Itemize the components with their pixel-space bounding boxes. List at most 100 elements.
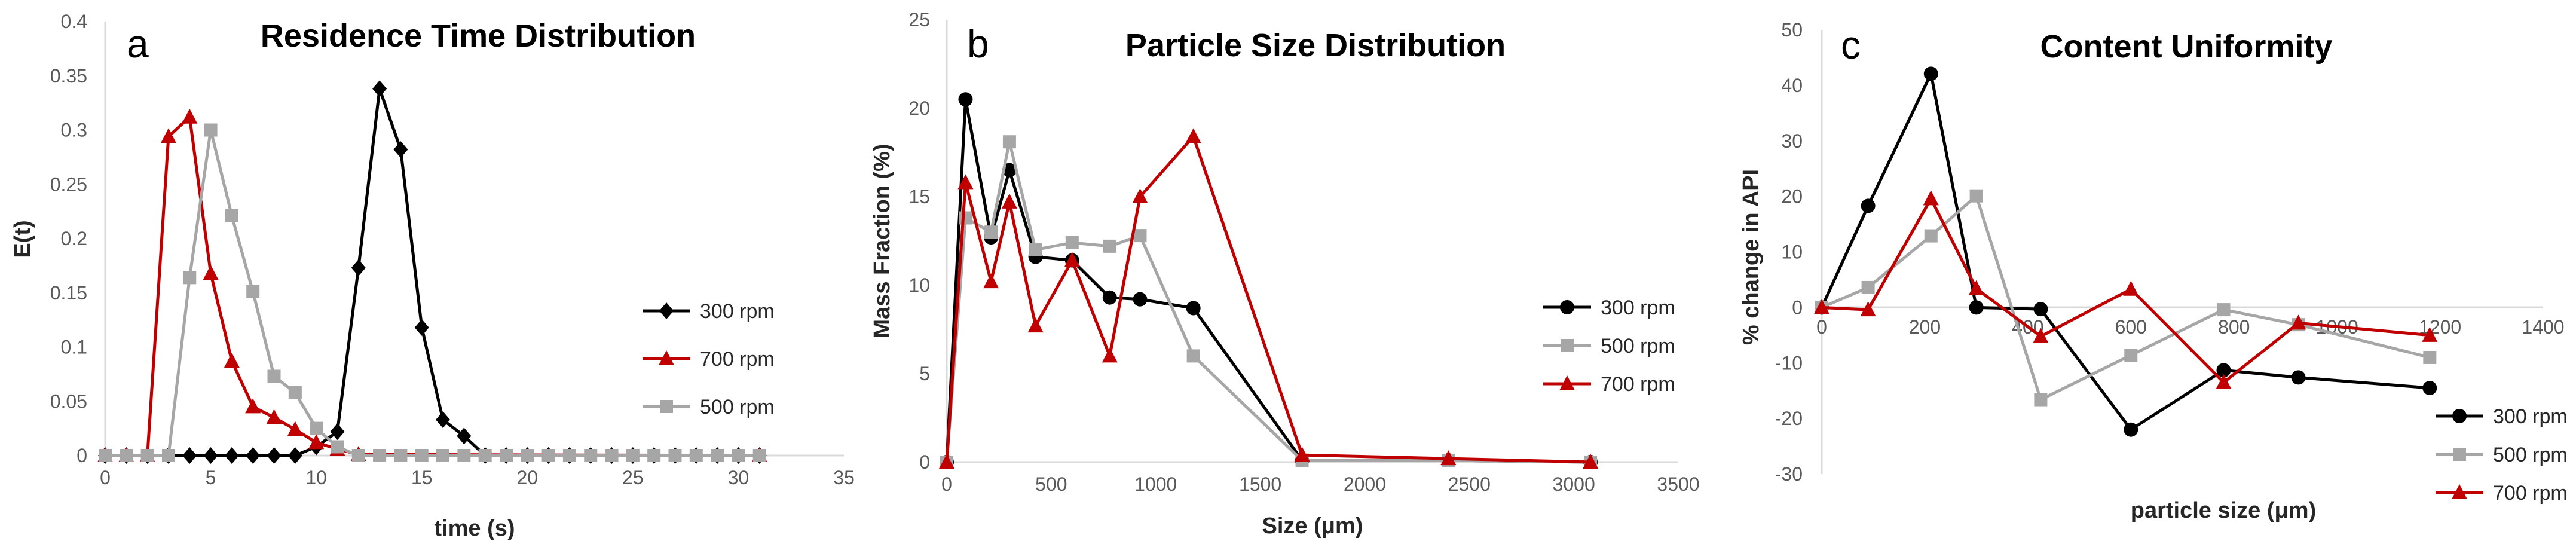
x-axis-label: particle size (μm) bbox=[2131, 498, 2316, 523]
data-point bbox=[957, 174, 974, 190]
data-point bbox=[330, 423, 345, 441]
data-point bbox=[1065, 236, 1079, 249]
legend-marker bbox=[1561, 339, 1574, 352]
data-point bbox=[499, 449, 513, 462]
data-point bbox=[1186, 349, 1200, 363]
data-point bbox=[457, 427, 472, 445]
data-point bbox=[2422, 326, 2438, 342]
data-point bbox=[140, 449, 154, 462]
panel-label: a bbox=[127, 22, 149, 66]
data-point bbox=[2123, 280, 2139, 296]
data-point bbox=[1861, 280, 1875, 294]
x-tick-label: 5 bbox=[206, 467, 216, 488]
legend-marker bbox=[2452, 409, 2467, 423]
legend-label: 300 rpm bbox=[2493, 405, 2568, 428]
x-tick-label: 3500 bbox=[1657, 473, 1699, 495]
series-500-rpm bbox=[940, 135, 1598, 469]
y-tick-label: -10 bbox=[1775, 352, 1803, 374]
y-tick-label: 40 bbox=[1781, 75, 1803, 96]
y-tick-label: 0 bbox=[919, 451, 930, 473]
data-point bbox=[605, 449, 619, 462]
data-point bbox=[267, 447, 282, 464]
data-point bbox=[331, 440, 344, 454]
data-point bbox=[2290, 314, 2306, 330]
legend-entry: 700 rpm bbox=[643, 348, 775, 371]
series-300-rpm bbox=[1815, 66, 2437, 437]
y-tick-label: 0.15 bbox=[50, 282, 87, 304]
y-tick-label: 0 bbox=[77, 445, 87, 466]
series-300-rpm bbox=[940, 92, 1598, 469]
data-point bbox=[160, 128, 176, 143]
y-tick-label: 0.35 bbox=[50, 65, 87, 87]
data-point bbox=[478, 449, 492, 462]
x-tick-label: 200 bbox=[1909, 316, 1941, 338]
data-point bbox=[266, 409, 282, 424]
x-tick-label: 2000 bbox=[1344, 473, 1386, 495]
x-tick-label: 15 bbox=[411, 467, 433, 488]
x-tick-label: 1500 bbox=[1239, 473, 1281, 495]
data-point bbox=[1102, 290, 1117, 305]
legend-marker bbox=[660, 400, 673, 413]
y-tick-label: 0.25 bbox=[50, 173, 87, 195]
legend-label: 500 rpm bbox=[1601, 335, 1675, 357]
y-tick-label: 25 bbox=[908, 9, 930, 30]
y-tick-label: 0.2 bbox=[61, 228, 87, 249]
x-tick-label: 3000 bbox=[1553, 473, 1595, 495]
data-point bbox=[393, 141, 408, 158]
data-point bbox=[1103, 239, 1116, 253]
data-point bbox=[1583, 454, 1599, 469]
x-tick-label: 800 bbox=[2218, 316, 2250, 338]
data-point bbox=[183, 271, 197, 285]
data-point bbox=[224, 447, 239, 464]
series-700-rpm bbox=[939, 128, 1599, 469]
data-point bbox=[1133, 229, 1147, 243]
data-point bbox=[2034, 393, 2048, 407]
y-tick-label: 0.3 bbox=[61, 120, 87, 141]
y-tick-label: 15 bbox=[908, 186, 930, 207]
data-point bbox=[2033, 328, 2049, 343]
x-axis-label: Size (μm) bbox=[1262, 514, 1363, 539]
data-point bbox=[1133, 292, 1148, 307]
data-point bbox=[1969, 189, 1983, 203]
legend-entry: 500 rpm bbox=[643, 396, 775, 418]
data-point bbox=[1969, 300, 1984, 315]
legend-marker bbox=[659, 350, 674, 365]
x-axis-label: time (s) bbox=[434, 516, 515, 541]
x-tick-label: 25 bbox=[622, 467, 644, 488]
data-point bbox=[584, 449, 598, 462]
data-point bbox=[310, 421, 323, 435]
data-point bbox=[668, 449, 682, 462]
data-point bbox=[351, 259, 366, 277]
data-point bbox=[1861, 198, 1876, 213]
y-axis-label: Mass Fraction (%) bbox=[870, 143, 895, 338]
data-point bbox=[1923, 66, 1938, 81]
data-point bbox=[436, 449, 450, 462]
legend-entry: 500 rpm bbox=[1543, 335, 1675, 357]
data-point bbox=[752, 449, 766, 462]
data-point bbox=[732, 449, 745, 462]
data-point bbox=[1860, 301, 1876, 317]
y-tick-label: 10 bbox=[908, 274, 930, 296]
data-point bbox=[288, 386, 302, 399]
x-tick-label: 10 bbox=[305, 467, 327, 488]
data-point bbox=[711, 449, 724, 462]
y-axis-label: % change in API bbox=[1739, 169, 1764, 345]
data-point bbox=[521, 449, 534, 462]
y-tick-label: 0.1 bbox=[61, 337, 87, 358]
data-point bbox=[225, 209, 238, 222]
data-point bbox=[245, 398, 261, 414]
legend-label: 300 rpm bbox=[1601, 297, 1675, 319]
data-point bbox=[287, 447, 302, 464]
legend-entry: 300 rpm bbox=[1543, 297, 1675, 319]
x-tick-label: 500 bbox=[1035, 473, 1067, 495]
data-point bbox=[1132, 188, 1148, 203]
data-point bbox=[204, 123, 218, 137]
data-point bbox=[959, 211, 972, 225]
legend-label: 300 rpm bbox=[700, 300, 775, 323]
data-point bbox=[1294, 447, 1310, 462]
data-point bbox=[246, 285, 260, 298]
y-tick-label: 0.4 bbox=[61, 11, 87, 32]
